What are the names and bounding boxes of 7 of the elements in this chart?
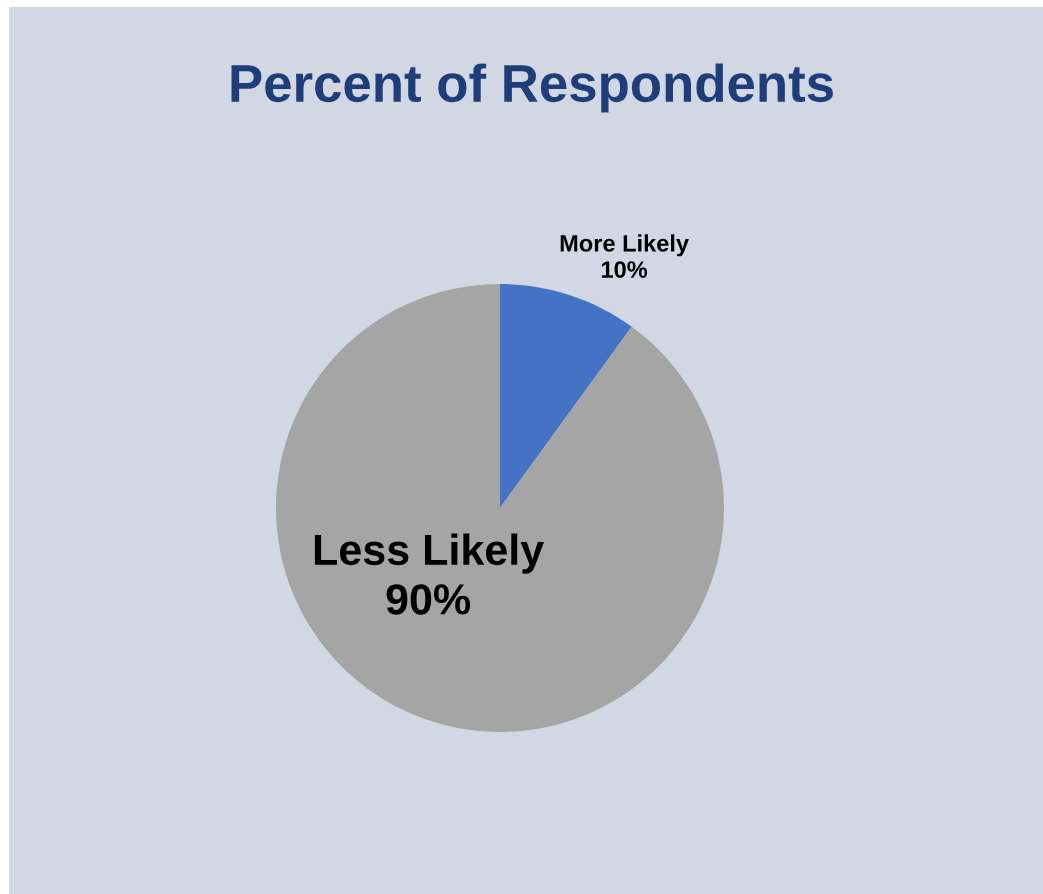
chart-title: Percent of Respondents: [231, 63, 833, 113]
pie-slice: [276, 284, 724, 732]
data-label: 90%: [386, 584, 471, 615]
data-label: 10%: [601, 261, 648, 278]
slice-label: Less Likely: [314, 533, 544, 574]
pie-slice: [500, 284, 632, 508]
slice-label: More Likely: [560, 234, 689, 257]
